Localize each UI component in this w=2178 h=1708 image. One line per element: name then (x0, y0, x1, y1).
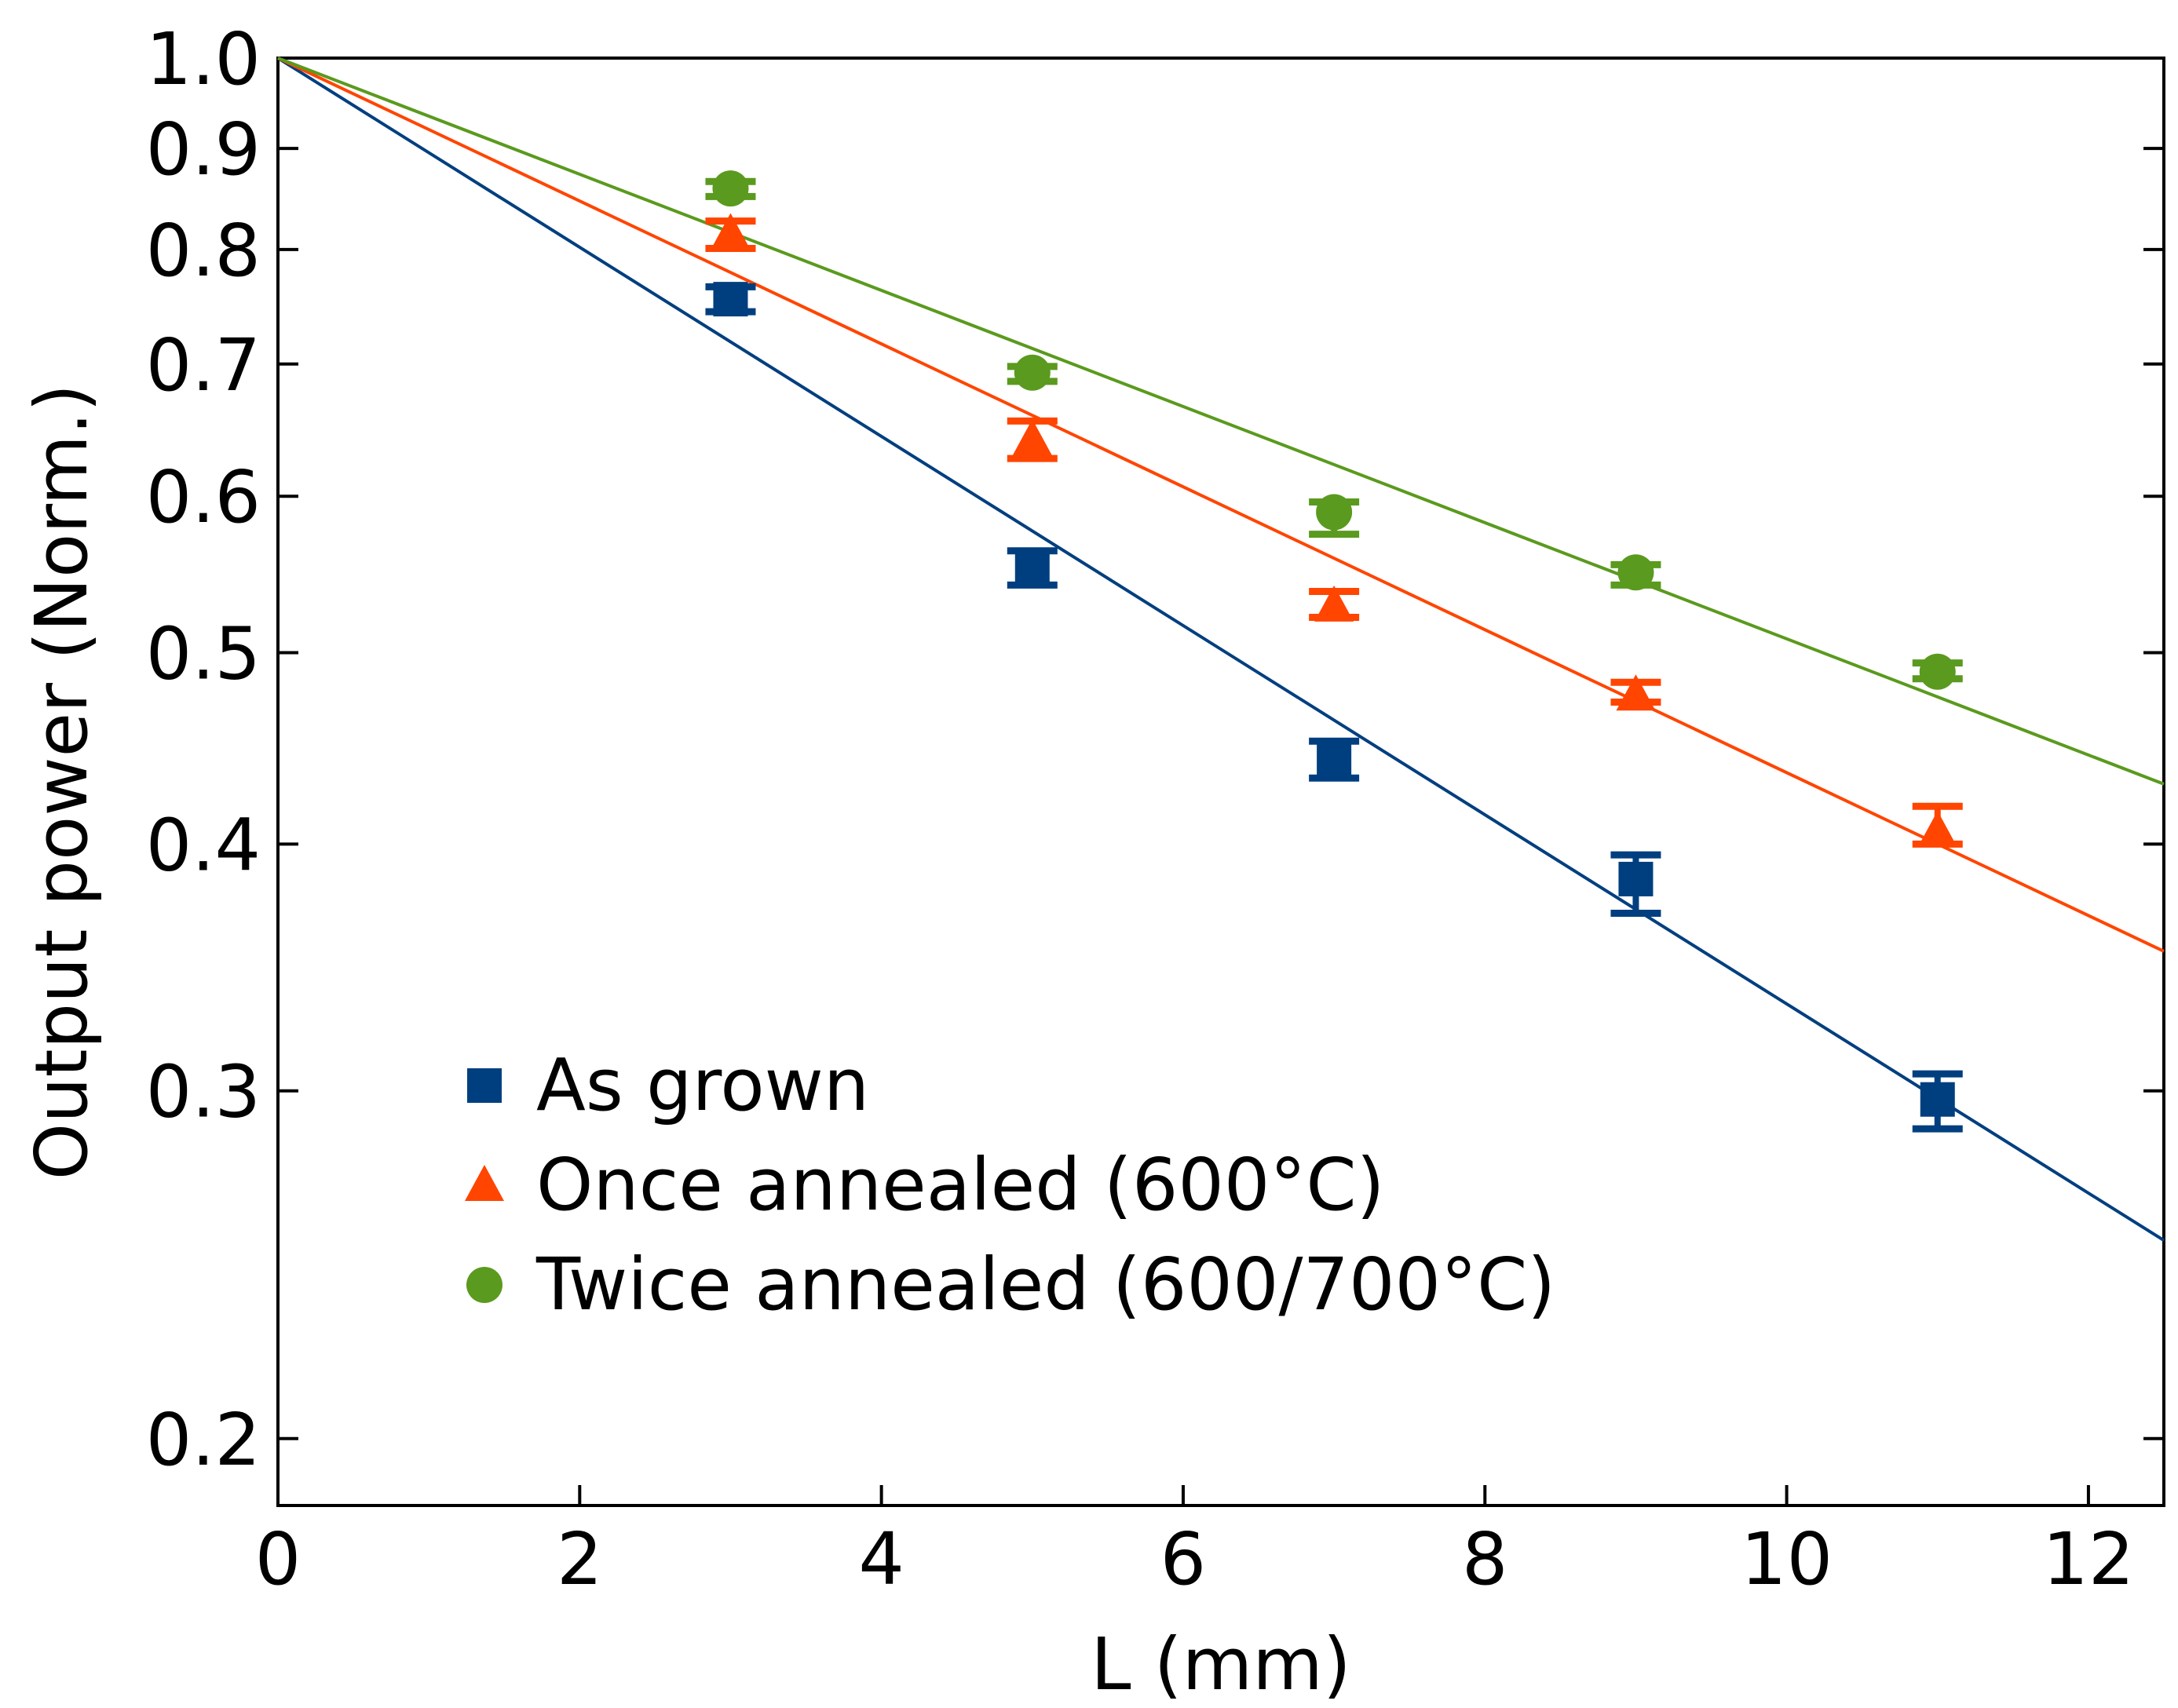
point-once-annealed (1616, 674, 1656, 711)
y-tick-label: 0.3 (146, 1050, 261, 1134)
y-tick-label: 0.7 (146, 323, 261, 407)
legend-marker-triangle (465, 1165, 504, 1201)
legend-marker-square (467, 1068, 502, 1103)
fit-line-as-grown (276, 57, 2165, 1242)
legend-label: Twice annealed (600/700°C) (535, 1243, 1555, 1327)
point-once-annealed (1314, 585, 1354, 622)
y-tick-label: 0.4 (146, 803, 261, 887)
legend-label: As grown (536, 1043, 869, 1127)
x-tick-label: 2 (557, 1517, 603, 1601)
legend-item-as-grown: As grown (467, 1043, 869, 1127)
x-axis-label: L (mm) (1091, 1622, 1351, 1706)
point-twice-annealed (1919, 653, 1956, 690)
y-tick-label: 1.0 (146, 17, 261, 101)
x-tick-label: 10 (1741, 1517, 1833, 1601)
y-tick-label: 0.5 (146, 611, 261, 695)
point-once-annealed (1012, 418, 1052, 455)
legend-label: Once annealed (600°C) (536, 1143, 1385, 1227)
ticks: 0 2 4 6 8 10 12 0.2 0.3 0.4 0.5 0.6 0.7 0.8 0.91.0 (146, 17, 2164, 1601)
fit-lines (276, 57, 2165, 1242)
point-twice-annealed (712, 170, 749, 207)
legend-item-twice-annealed: Twice annealed (600/700°C) (466, 1243, 1555, 1327)
y-tick-label: 0.9 (146, 108, 261, 192)
point-as-grown (1014, 552, 1050, 587)
legend-marker-circle (466, 1267, 502, 1303)
legend: As grown Once annealed (600°C) Twice ann… (465, 1043, 1555, 1327)
point-as-grown (1920, 1082, 1955, 1117)
x-tick-label: 12 (2042, 1517, 2134, 1601)
markers (705, 170, 1963, 1133)
point-twice-annealed (1316, 494, 1353, 531)
x-tick-label: 4 (858, 1517, 904, 1601)
y-tick-label: 0.8 (146, 209, 261, 293)
y-tick-label: 0.2 (146, 1398, 261, 1482)
point-as-grown (713, 282, 748, 317)
x-tick-label: 0 (255, 1517, 301, 1601)
fit-line-once-annealed (277, 57, 2165, 953)
x-tick-label: 6 (1160, 1517, 1207, 1601)
point-as-grown (1317, 743, 1352, 778)
x-tick-label: 8 (1462, 1517, 1508, 1601)
point-twice-annealed (1617, 554, 1654, 591)
point-once-annealed (1917, 811, 1957, 848)
fit-line-twice-annealed (277, 57, 2165, 786)
y-tick-label: 0.6 (146, 455, 261, 539)
point-as-grown (1618, 861, 1654, 896)
point-once-annealed (711, 213, 751, 250)
point-twice-annealed (1014, 354, 1051, 391)
plot-frame (276, 57, 2165, 1507)
y-axis-label: Output power (Norm.) (20, 384, 104, 1180)
legend-item-once-annealed: Once annealed (600°C) (465, 1143, 1385, 1227)
